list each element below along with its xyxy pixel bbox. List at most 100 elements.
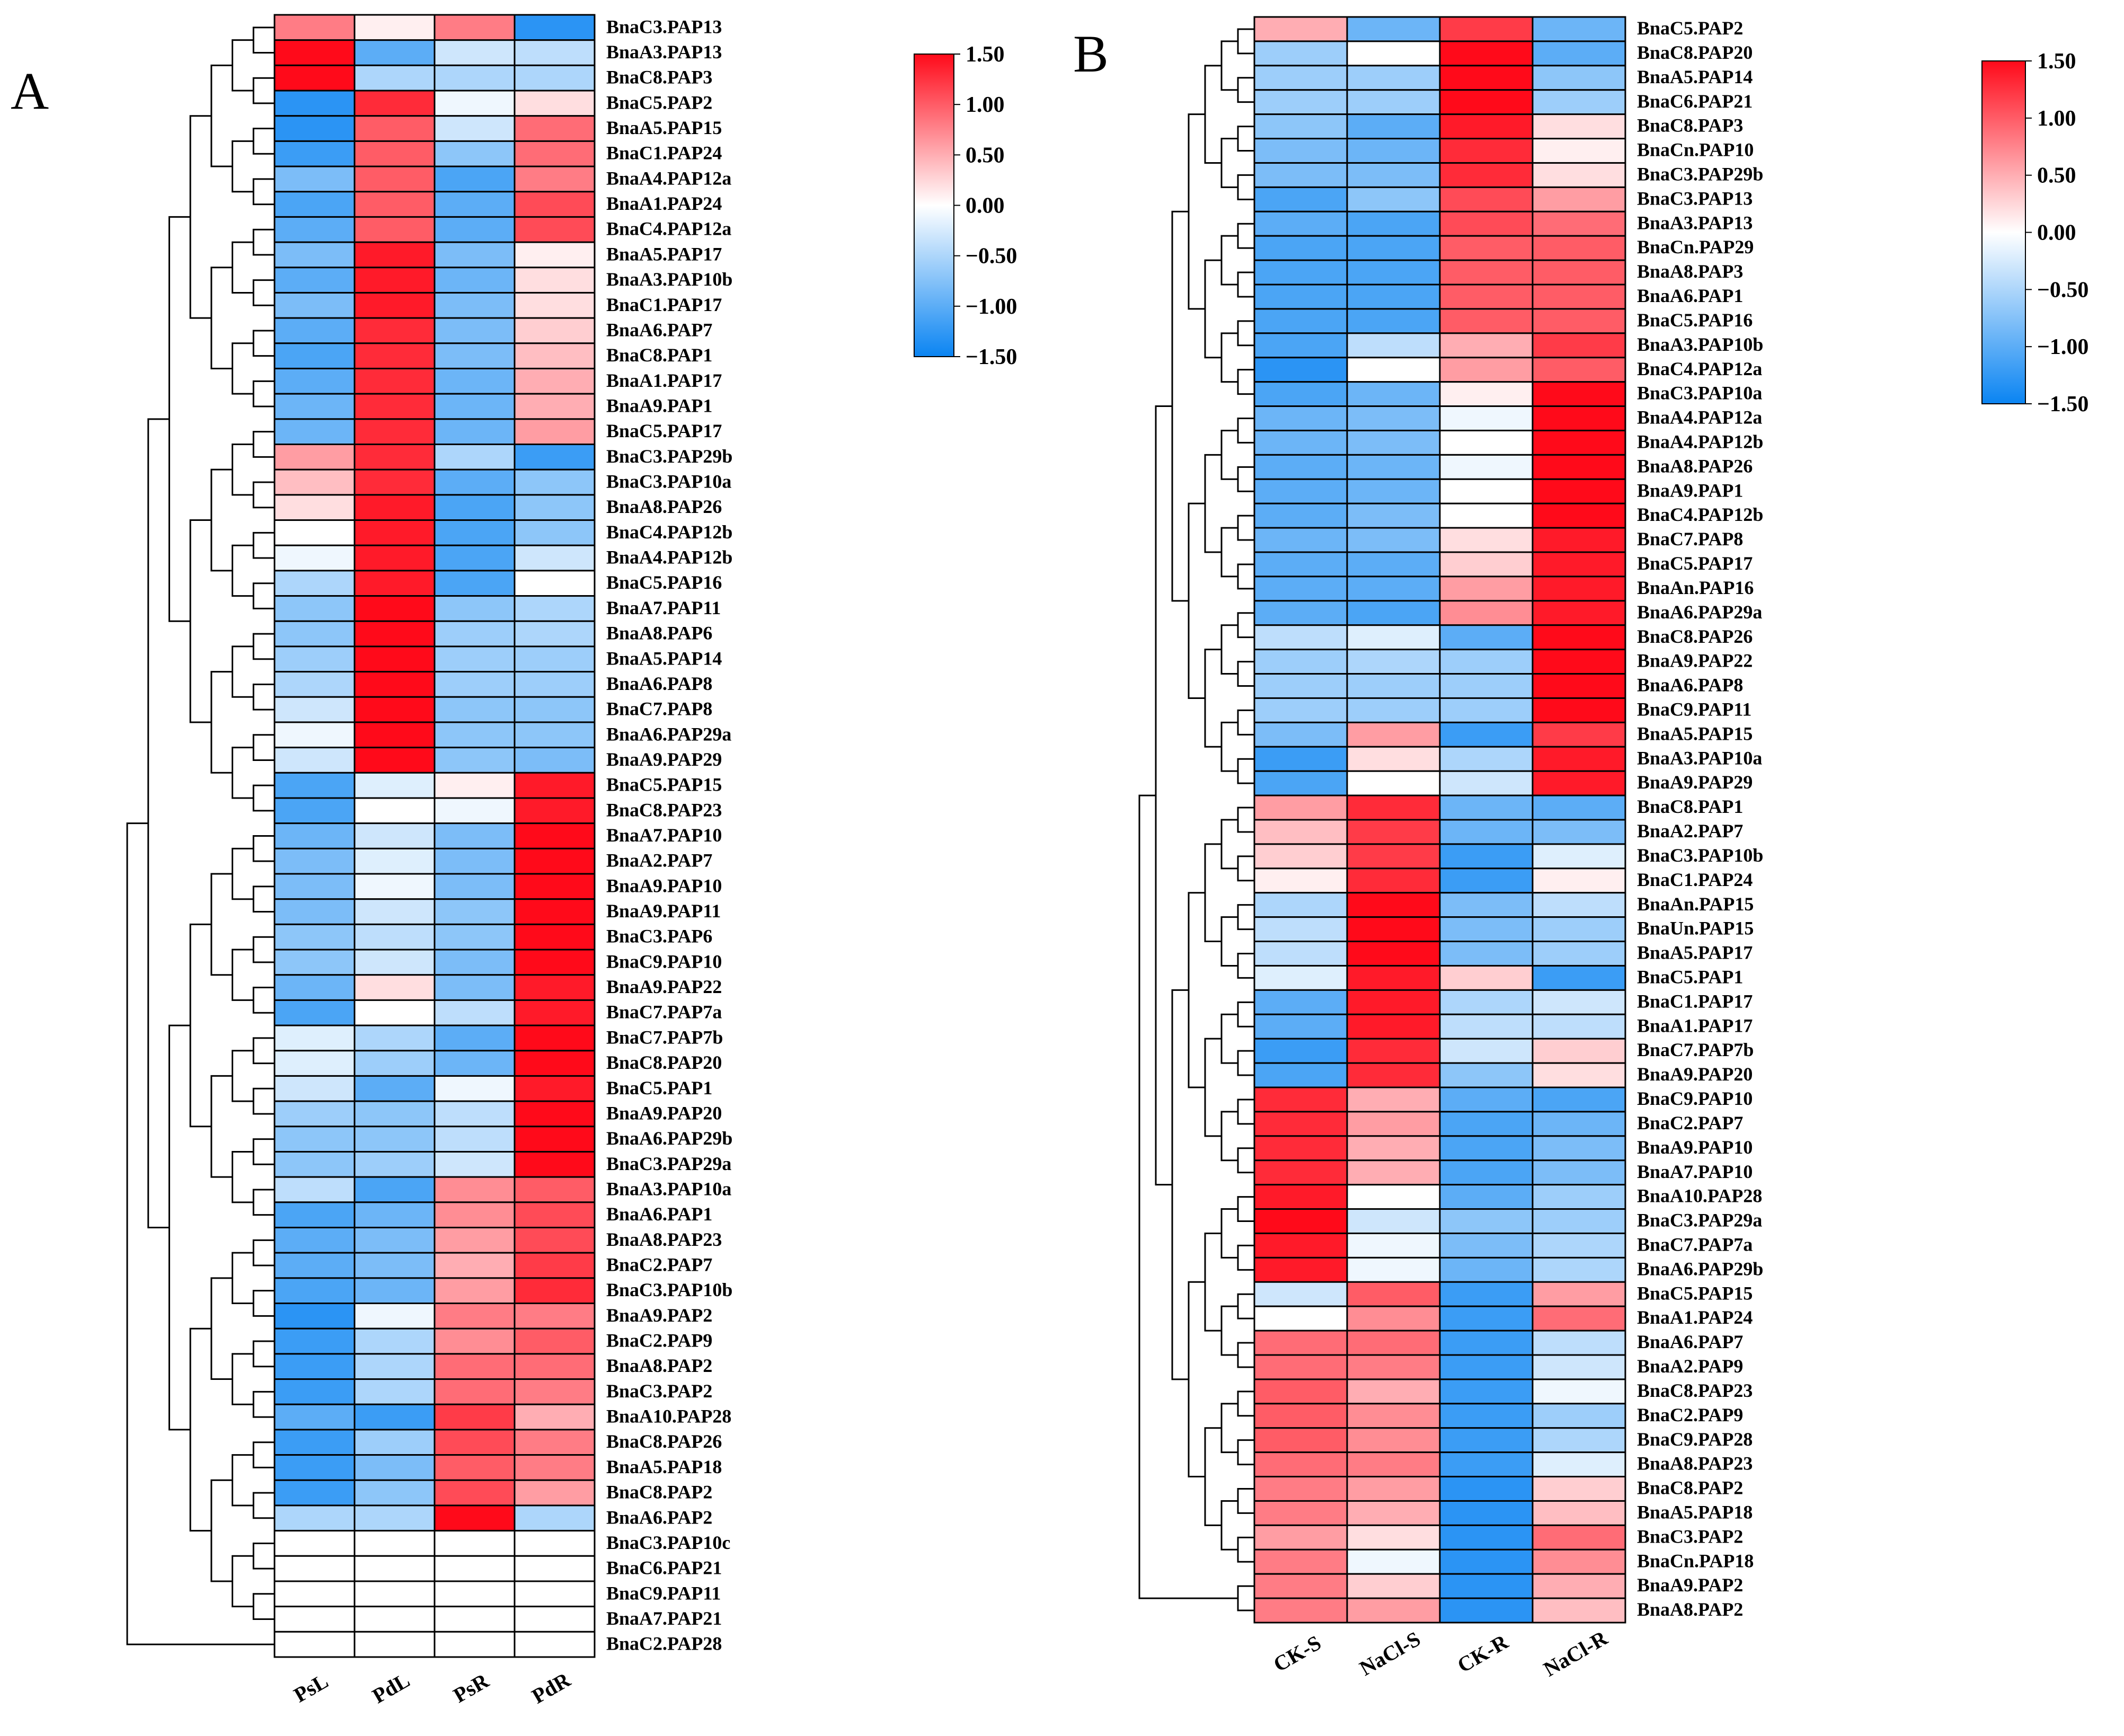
row-label: BnaA9.PAP20: [1637, 1064, 1753, 1085]
heatmap-cell: [1439, 1256, 1534, 1283]
dendrogram-branch: [1188, 892, 1205, 1088]
heatmap-cell: [1532, 186, 1626, 212]
heatmap-cell: [514, 115, 596, 142]
heatmap-cell: [1439, 210, 1534, 237]
dendrogram-branch: [232, 342, 254, 395]
heatmap-cell: [1346, 89, 1441, 116]
heatmap-cell: [514, 367, 596, 395]
heatmap-cell: [273, 1303, 356, 1330]
dendrogram-branch: [1188, 113, 1205, 310]
heatmap-cell: [514, 494, 596, 521]
row-label: BnaC3.PAP13: [1637, 188, 1753, 209]
heatmap-cell: [353, 847, 436, 875]
heatmap-cell: [1253, 1524, 1348, 1551]
heatmap-cell: [353, 747, 436, 774]
dendrogram-branch: [1237, 953, 1254, 979]
heatmap-cell: [1346, 1135, 1441, 1162]
row-label: BnaA9.PAP29: [606, 749, 722, 770]
dendrogram-branch: [252, 279, 275, 306]
dendrogram-branch: [1237, 807, 1254, 833]
dendrogram-branch: [252, 987, 275, 1014]
heatmap-cell: [273, 191, 356, 218]
heatmap-cell: [1532, 1038, 1626, 1064]
dendrogram-branch: [147, 418, 170, 1228]
dendrogram-branch: [210, 671, 233, 774]
heatmap-cell: [273, 1631, 356, 1658]
heatmap-cell: [1253, 308, 1348, 334]
row-label: BnaA8.PAP6: [606, 623, 712, 644]
heatmap-cell: [1253, 964, 1348, 991]
dendrogram-branch: [1220, 1500, 1238, 1551]
dendrogram-branch: [232, 1454, 254, 1507]
dendrogram-branch: [1188, 502, 1205, 699]
row-label: BnaC8.PAP3: [606, 67, 712, 88]
dendrogram-branch: [189, 519, 211, 723]
heatmap-cell: [1253, 941, 1348, 967]
heatmap-cell: [1253, 794, 1348, 821]
row-label: BnaA5.PAP14: [1637, 66, 1753, 87]
row-label: BnaC3.PAP29a: [1637, 1210, 1762, 1231]
heatmap-cell: [273, 949, 356, 976]
row-label: BnaA5.PAP14: [606, 648, 722, 669]
dendrogram-branch: [1237, 661, 1254, 687]
row-dendrogram: [126, 26, 275, 1645]
heatmap-cell: [1439, 308, 1534, 334]
heatmap-cell: [1346, 1378, 1441, 1405]
row-label: BnaA4.PAP12b: [1637, 431, 1763, 453]
heatmap-cell: [353, 494, 436, 521]
heatmap-cell: [1532, 575, 1626, 602]
heatmap-cell: [514, 1252, 596, 1279]
heatmap-cell: [353, 822, 436, 849]
heatmap-cell: [353, 696, 436, 723]
heatmap-cell: [514, 721, 596, 749]
row-label: BnaA9.PAP20: [606, 1102, 722, 1123]
heatmap-cell: [1346, 186, 1441, 212]
heatmap-cell: [1253, 502, 1348, 529]
dendrogram-branch: [1237, 709, 1254, 736]
heatmap-cell: [514, 291, 596, 319]
heatmap-cell: [514, 822, 596, 849]
heatmap-cell: [353, 1429, 436, 1456]
heatmap-cell: [273, 418, 356, 446]
heatmap-cell: [1346, 1427, 1441, 1454]
heatmap-cell: [1346, 867, 1441, 894]
dendrogram-branch: [1220, 235, 1238, 286]
heatmap-cell: [1346, 1451, 1441, 1478]
heatmap-cell: [1253, 1305, 1348, 1332]
heatmap-cell: [1532, 624, 1626, 651]
heatmap-cell: [1532, 770, 1626, 796]
row-label: BnaC8.PAP23: [606, 799, 722, 820]
row-label: BnaA3.PAP10a: [1637, 747, 1762, 768]
heatmap-cell: [514, 898, 596, 925]
heatmap-cell: [273, 1530, 356, 1557]
row-label: BnaC3.PAP6: [606, 926, 712, 947]
dendrogram-branch: [1237, 612, 1254, 639]
heatmap-cell: [273, 367, 356, 395]
heatmap-cell: [514, 191, 596, 218]
heatmap-cell: [1532, 673, 1626, 699]
heatmap-cell: [273, 1555, 356, 1582]
heatmap-cell: [353, 595, 436, 622]
colorbar-tick-label: 1.00: [966, 93, 1005, 117]
dendrogram-branch: [232, 1150, 254, 1203]
heatmap-cell: [433, 595, 516, 622]
dendrogram-branch: [232, 1555, 254, 1608]
heatmap-cell: [1253, 1281, 1348, 1307]
row-label: BnaA8.PAP23: [606, 1229, 722, 1250]
panel-letter-b: B: [1073, 24, 1109, 83]
colorbar-tick-label: 1.50: [966, 42, 1005, 67]
heatmap-cell: [514, 1226, 596, 1254]
heatmap-cell: [1253, 381, 1348, 408]
row-label: BnaC3.PAP2: [606, 1380, 712, 1402]
heatmap-cell: [514, 1024, 596, 1052]
heatmap-cell: [514, 923, 596, 951]
row-label: BnaC5.PAP17: [606, 420, 722, 441]
row-label: BnaA3.PAP13: [1637, 212, 1753, 233]
heatmap-cell: [514, 1378, 596, 1405]
heatmap-cell: [433, 1252, 516, 1279]
heatmap-cell: [1253, 575, 1348, 602]
heatmap-cell: [433, 1150, 516, 1178]
heatmap-cell: [1346, 1573, 1441, 1599]
heatmap-cell: [1253, 478, 1348, 504]
row-label: BnaA8.PAP26: [1637, 455, 1753, 476]
